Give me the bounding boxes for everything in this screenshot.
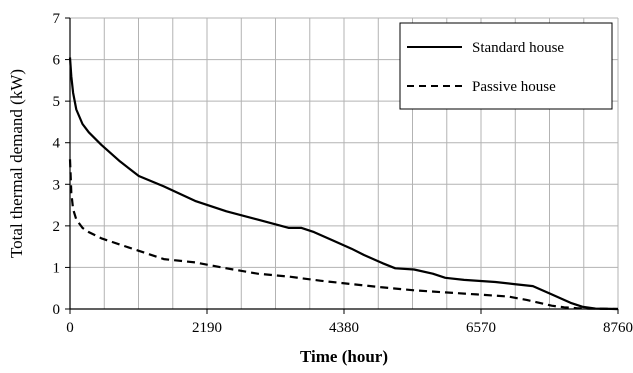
series-layer [68,57,619,311]
legend-label-standard-house: Standard house [472,40,564,56]
x-tick-label: 8760 [603,320,633,336]
y-tick-label: 6 [53,53,61,69]
y-tick-label: 4 [53,136,61,152]
y-tick-label: 3 [53,177,61,193]
y-tick-label: 0 [53,302,61,318]
legend-label-passive-house: Passive house [472,79,556,95]
legend: Standard house Passive house [399,22,613,110]
y-tick-label: 5 [53,94,61,110]
y-tick-label: 1 [53,260,61,276]
x-axis-title: Time (hour) [300,347,388,366]
x-tick-label: 2190 [192,320,222,336]
y-tick-label: 7 [53,11,61,27]
series-line-passive-house [68,159,619,311]
x-tick-label: 6570 [466,320,496,336]
legend-box [399,22,613,110]
y-axis-title: Total thermal demand (kW) [7,69,26,258]
tick-labels-layer: 0 1 2 3 4 5 6 7 0 2190 4380 6570 8760 [53,11,633,336]
y-tick-label: 2 [53,219,61,235]
x-tick-label: 0 [66,320,74,336]
series-line-standard-house [68,57,619,311]
x-tick-label: 4380 [329,320,359,336]
